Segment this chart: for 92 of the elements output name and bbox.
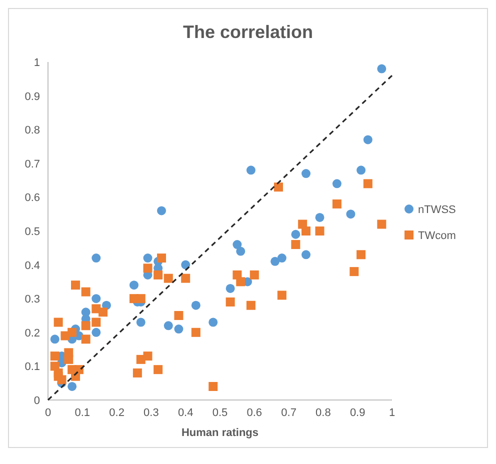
point xyxy=(332,179,342,188)
legend-label: nTWSS xyxy=(418,204,456,216)
x-tick-label: 0.6 xyxy=(246,407,262,419)
y-tick-label: 0.7 xyxy=(24,158,40,170)
x-axis-title: Human ratings xyxy=(181,427,259,439)
y-tick-label: 0.5 xyxy=(24,226,40,238)
point xyxy=(315,212,324,222)
point xyxy=(363,135,372,144)
point xyxy=(50,352,60,361)
point xyxy=(356,250,366,260)
point xyxy=(181,274,190,283)
point xyxy=(302,250,310,260)
point xyxy=(54,318,63,327)
point xyxy=(81,334,90,344)
point xyxy=(92,294,101,304)
chart-title: The correlation xyxy=(182,22,314,42)
point xyxy=(226,297,235,306)
point xyxy=(191,328,200,337)
point xyxy=(346,210,356,219)
y-tick-label: 0.2 xyxy=(24,327,40,340)
x-tick-label: 0.2 xyxy=(109,407,124,419)
point xyxy=(208,318,218,327)
point xyxy=(143,264,152,273)
y-tick-label: 0.9 xyxy=(24,90,40,103)
point xyxy=(277,290,286,300)
point xyxy=(92,254,101,263)
point xyxy=(315,226,324,236)
legend-label: TWcom xyxy=(418,230,456,242)
point xyxy=(250,270,259,280)
y-tick-label: 0.1 xyxy=(24,361,40,374)
point xyxy=(350,267,359,276)
point xyxy=(377,220,386,229)
point xyxy=(332,199,342,208)
point xyxy=(208,382,218,391)
point xyxy=(277,254,286,263)
y-tick-label: 0.8 xyxy=(24,124,40,137)
point xyxy=(246,166,256,175)
x-tick-label: 0.1 xyxy=(74,407,90,419)
point xyxy=(157,206,166,216)
y-tick-label: 0.4 xyxy=(24,260,40,272)
x-tick-label: 0.9 xyxy=(350,407,366,419)
point xyxy=(154,270,163,280)
point xyxy=(236,246,246,256)
y-tick-label: 1 xyxy=(34,57,40,69)
point xyxy=(236,277,246,286)
point xyxy=(136,294,146,304)
point xyxy=(291,240,300,250)
point xyxy=(64,354,74,364)
point xyxy=(302,169,310,178)
point xyxy=(174,324,184,334)
point xyxy=(363,179,372,188)
point xyxy=(232,240,242,250)
point xyxy=(270,256,280,266)
point xyxy=(377,64,386,74)
point xyxy=(68,328,77,337)
point xyxy=(157,254,166,263)
point xyxy=(191,300,200,310)
point xyxy=(132,368,142,378)
point xyxy=(50,334,60,344)
y-tick-label: 0.3 xyxy=(24,294,40,306)
point xyxy=(356,166,366,175)
point xyxy=(136,318,146,327)
x-tick-label: 0.7 xyxy=(281,407,296,419)
point xyxy=(81,287,90,296)
x-tick-label: 0.8 xyxy=(316,407,331,419)
point xyxy=(246,300,256,310)
point xyxy=(226,284,235,293)
x-tick-label: 0.4 xyxy=(178,407,194,419)
point xyxy=(81,321,90,330)
point xyxy=(164,321,173,330)
point xyxy=(92,328,101,337)
x-tick-label: 0.5 xyxy=(212,407,228,419)
point xyxy=(274,182,283,192)
point xyxy=(130,280,138,290)
point xyxy=(143,254,152,263)
point xyxy=(71,280,80,290)
point xyxy=(302,226,310,236)
y-tick-label: 0.6 xyxy=(24,192,40,204)
x-tick-label: 1 xyxy=(388,407,396,419)
x-tick-label: 0.3 xyxy=(144,407,159,419)
point xyxy=(291,230,300,239)
x-tick-label: 0 xyxy=(44,407,52,419)
point xyxy=(174,311,184,320)
point xyxy=(164,274,173,283)
point xyxy=(98,308,108,317)
point xyxy=(57,375,66,384)
point xyxy=(181,260,190,270)
point xyxy=(143,352,152,361)
y-tick-label: 0 xyxy=(34,395,40,407)
point xyxy=(154,365,163,374)
point xyxy=(92,318,101,327)
point xyxy=(68,382,77,391)
